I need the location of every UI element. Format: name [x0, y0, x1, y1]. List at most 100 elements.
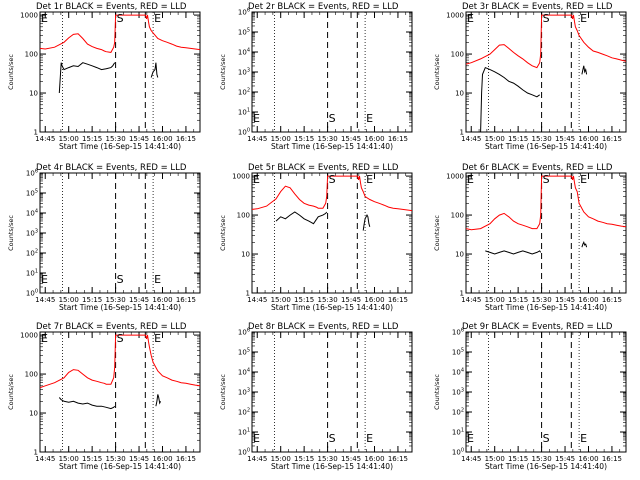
x-tick-label: 15:15 — [82, 455, 102, 463]
y-tick-label: 102 — [26, 249, 38, 258]
y-tick-label: 106 — [26, 169, 38, 178]
x-axis-label: Start Time (16-Sep-15 14:41:40) — [59, 462, 181, 471]
x-tick-label: 15:15 — [82, 296, 102, 304]
x-tick-label: 15:15 — [82, 135, 102, 143]
marker-e-left-label: E — [253, 173, 260, 186]
panel-title: Det 7r BLACK = Events, RED = LLD — [36, 322, 187, 332]
y-axis-label: Counts/sec — [219, 215, 227, 251]
y-tick-label: 100 — [451, 212, 464, 220]
lld-series-line-0 — [466, 14, 626, 69]
y-tick-label: 105 — [26, 189, 38, 198]
plot-frame — [39, 331, 201, 453]
x-axis-label: Start Time (16-Sep-15 14:41:40) — [271, 462, 393, 471]
marker-s-label: S — [329, 173, 336, 186]
y-tick-label: 10 — [241, 251, 250, 259]
y-axis-label: Counts/sec — [219, 374, 227, 410]
y-axis-label: Counts/sec — [433, 215, 441, 251]
plot-frame — [39, 11, 201, 133]
x-tick-label: 14:45 — [461, 296, 481, 304]
x-tick-label: 15:30 — [531, 135, 551, 143]
marker-e-left-label: E — [253, 432, 260, 445]
marker-s-label: S — [329, 432, 336, 445]
x-axis-label: Start Time (16-Sep-15 14:41:40) — [271, 303, 393, 312]
marker-e-label: E — [154, 273, 161, 286]
marker-e-label: E — [580, 12, 587, 25]
x-tick-label: 15:30 — [317, 455, 337, 463]
y-tick-label: 1 — [460, 129, 464, 137]
x-tick-label: 15:30 — [531, 296, 551, 304]
x-tick-label: 16:15 — [176, 296, 196, 304]
x-tick-label: 15:15 — [294, 296, 314, 304]
x-axis-label: Start Time (16-Sep-15 14:41:40) — [485, 142, 607, 151]
y-tick-label: 105 — [452, 348, 464, 357]
y-tick-label: 102 — [238, 88, 250, 97]
y-tick-label: 10 — [29, 90, 38, 98]
events-series-line-1 — [58, 62, 116, 94]
events-series-line-1 — [275, 211, 328, 225]
x-tick-label: 16:00 — [578, 455, 598, 463]
panel-title: Det 5r BLACK = Events, RED = LLD — [248, 163, 399, 173]
x-tick-label: 16:15 — [602, 455, 622, 463]
panel-title: Det 3r BLACK = Events, RED = LLD — [462, 2, 613, 12]
lld-series-line-0 — [40, 14, 200, 53]
marker-e-label: E — [580, 432, 587, 445]
y-axis-label: Counts/sec — [219, 54, 227, 90]
x-tick-label: 15:00 — [59, 455, 79, 463]
x-tick-label: 16:15 — [602, 135, 622, 143]
x-tick-label: 15:15 — [508, 455, 528, 463]
events-series-line-2 — [155, 394, 162, 407]
panel-det-5: Det 5r BLACK = Events, RED = LLD 1 10 100 10… — [219, 163, 413, 312]
x-tick-label: 14:45 — [247, 135, 267, 143]
x-tick-label: 15:00 — [59, 296, 79, 304]
x-tick-label: 15:30 — [105, 135, 125, 143]
y-tick-label: 1 — [34, 129, 38, 137]
x-tick-label: 14:45 — [35, 296, 55, 304]
y-tick-label: 106 — [238, 328, 250, 337]
y-tick-label: 106 — [238, 8, 250, 17]
marker-e-left-label: E — [41, 332, 48, 345]
panel-det-7: Det 7r BLACK = Events, RED = LLD 1 10 100 10… — [7, 322, 201, 471]
x-tick-label: 15:00 — [271, 296, 291, 304]
y-tick-label: 1000 — [232, 173, 250, 181]
panel-title: Det 8r BLACK = Events, RED = LLD — [248, 322, 399, 332]
x-tick-label: 15:45 — [341, 135, 361, 143]
lld-series-line-0 — [40, 334, 200, 389]
x-tick-label: 16:00 — [152, 455, 172, 463]
y-tick-label: 104 — [452, 368, 464, 377]
y-tick-label: 104 — [238, 48, 250, 57]
y-tick-label: 1000 — [446, 12, 464, 20]
y-tick-label: 102 — [238, 408, 250, 417]
marker-e-left-label: E — [467, 432, 474, 445]
panel-title: Det 1r BLACK = Events, RED = LLD — [36, 2, 187, 12]
y-tick-label: 10 — [455, 251, 464, 259]
y-tick-label: 105 — [238, 28, 250, 37]
y-tick-label: 106 — [452, 328, 464, 337]
events-series-line-2 — [581, 240, 588, 248]
panel-det-1: Det 1r BLACK = Events, RED = LLD 1 10 100 10… — [7, 2, 201, 151]
x-tick-label: 14:45 — [247, 455, 267, 463]
x-tick-label: 15:45 — [129, 296, 149, 304]
y-tick-label: 100 — [238, 448, 250, 457]
x-tick-label: 15:00 — [59, 135, 79, 143]
x-tick-label: 15:45 — [341, 455, 361, 463]
x-tick-label: 14:45 — [461, 455, 481, 463]
y-tick-label: 103 — [26, 229, 38, 238]
x-axis-label: Start Time (16-Sep-15 14:41:40) — [59, 142, 181, 151]
x-tick-label: 16:15 — [388, 296, 408, 304]
plot-frame — [251, 172, 413, 294]
x-tick-label: 16:15 — [388, 455, 408, 463]
y-tick-label: 105 — [238, 348, 250, 357]
y-tick-label: 10 — [29, 410, 38, 418]
x-tick-label: 16:15 — [602, 296, 622, 304]
x-tick-label: 15:30 — [531, 455, 551, 463]
x-tick-label: 15:45 — [129, 135, 149, 143]
marker-e-left-label: E — [41, 12, 48, 25]
x-tick-label: 15:15 — [508, 296, 528, 304]
x-tick-label: 16:15 — [176, 135, 196, 143]
x-tick-label: 15:00 — [485, 135, 505, 143]
y-tick-label: 1 — [34, 449, 38, 457]
x-tick-label: 16:00 — [364, 455, 384, 463]
x-axis-label: Start Time (16-Sep-15 14:41:40) — [271, 142, 393, 151]
marker-s-label: S — [117, 12, 124, 25]
y-tick-label: 100 — [238, 128, 250, 137]
